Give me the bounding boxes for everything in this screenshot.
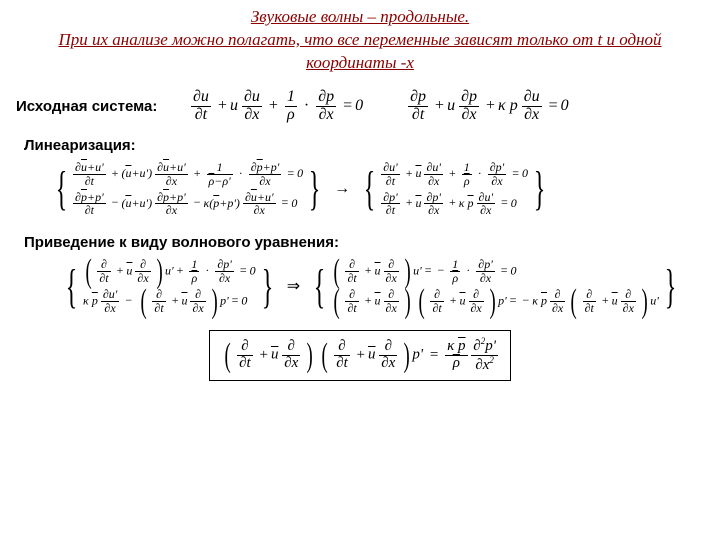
label-linearization: Линеаризация: [24,137,720,154]
lin-left2: ∂p+p'∂t −(u+u') ∂p+p'∂x −κ(p+p') ∂u+u'∂x… [73,191,303,217]
wave-block: { ( ∂∂t +u ∂∂x )u'+ 1ρ · ∂p'∂x =0 κ p ∂u… [0,255,720,318]
lin-left1: ∂u+u'∂t +(u+u') ∂u+u'∂x + 1ρ−ρ' · ∂p+p'∂… [73,161,303,187]
arrow-icon: → [326,180,358,198]
source-eq2: ∂p∂t +u ∂p∂x +κ p ∂u∂x =0 [408,89,569,124]
arrow-icon: ⇒ [279,276,308,296]
final-row: ( ∂∂t +u ∂∂x ) ( ∂∂t +u ∂∂x )p' = κ pρ ∂… [0,330,720,381]
label-wave: Приведение к виду волнового уравнения: [24,234,720,251]
source-row: Исходная система: ∂u∂t +u ∂u∂x + 1ρ · ∂p… [0,89,720,124]
wave-left1: ( ∂∂t +u ∂∂x )u'+ 1ρ · ∂p'∂x =0 [83,258,256,285]
wave-right1: ( ∂∂t +u ∂∂x )u'=− 1ρ · ∂p'∂x =0 [331,258,659,285]
title-line2: При их анализе можно полагать, что все п… [58,30,661,72]
linearization-block: { ∂u+u'∂t +(u+u') ∂u+u'∂x + 1ρ−ρ' · ∂p+p… [0,158,720,219]
wave-right2: ( ∂∂t +u ∂∂x ) ( ∂∂t +u ∂∂x )p'=−κ p ∂∂x… [331,288,659,315]
lin-right2: ∂p'∂t +u ∂p'∂x +κ p ∂u'∂x =0 [381,191,528,217]
source-eq1: ∂u∂t +u ∂u∂x + 1ρ · ∂p∂x =0 [191,89,363,124]
final-eq: ( ∂∂t +u ∂∂x ) ( ∂∂t +u ∂∂x )p' = κ pρ ∂… [209,330,511,381]
lin-right1: ∂u'∂t +u ∂u'∂x + 1ρ · ∂p'∂x =0 [381,161,528,187]
title-line1: Звуковые волны – продольные. [251,7,469,26]
label-source: Исходная система: [16,98,191,115]
wave-left2: κ p ∂u'∂x − ( ∂∂t +u ∂∂x )p'=0 [83,288,256,315]
title-block: Звуковые волны – продольные. При их анал… [0,0,720,79]
